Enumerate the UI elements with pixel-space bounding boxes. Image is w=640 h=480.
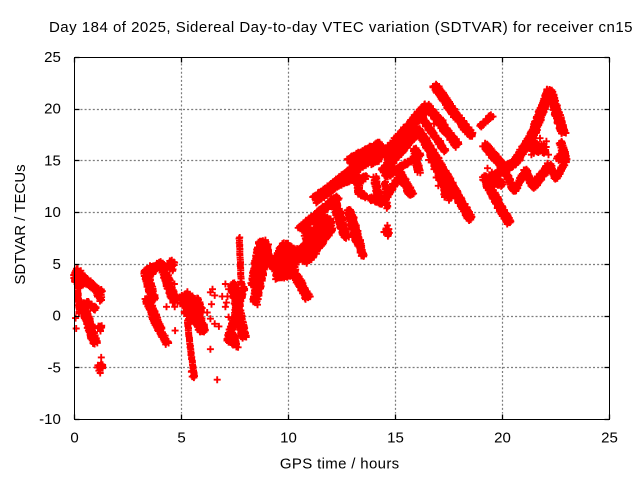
svg-text:SDTVAR / TECUs: SDTVAR / TECUs bbox=[12, 164, 29, 284]
svg-text:-5: -5 bbox=[47, 359, 60, 376]
svg-text:15: 15 bbox=[44, 152, 61, 169]
svg-text:15: 15 bbox=[387, 430, 404, 447]
svg-text:0: 0 bbox=[70, 430, 78, 447]
svg-text:0: 0 bbox=[52, 308, 60, 325]
svg-text:25: 25 bbox=[601, 430, 618, 447]
svg-text:10: 10 bbox=[44, 204, 61, 221]
svg-text:10: 10 bbox=[280, 430, 297, 447]
svg-text:-10: -10 bbox=[39, 411, 61, 428]
svg-text:20: 20 bbox=[494, 430, 511, 447]
svg-text:25: 25 bbox=[44, 49, 61, 66]
svg-text:20: 20 bbox=[44, 101, 61, 118]
svg-text:Day 184 of 2025, Sidereal Day-: Day 184 of 2025, Sidereal Day-to-day VTE… bbox=[49, 19, 633, 36]
svg-text:GPS time / hours: GPS time / hours bbox=[280, 456, 400, 473]
svg-text:5: 5 bbox=[177, 430, 185, 447]
svg-text:5: 5 bbox=[52, 256, 60, 273]
